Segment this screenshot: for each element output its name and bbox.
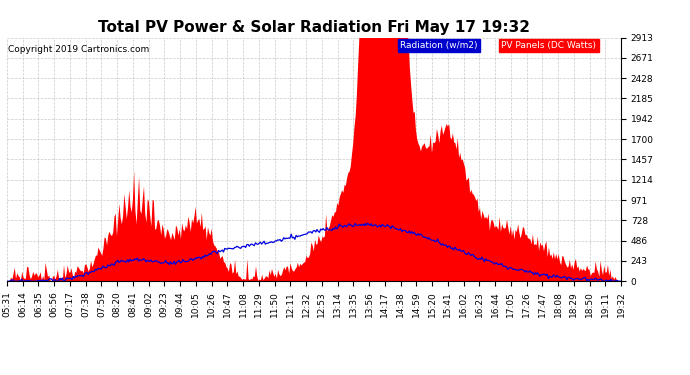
Text: Copyright 2019 Cartronics.com: Copyright 2019 Cartronics.com xyxy=(8,45,149,54)
Text: PV Panels (DC Watts): PV Panels (DC Watts) xyxy=(501,41,596,50)
Title: Total PV Power & Solar Radiation Fri May 17 19:32: Total PV Power & Solar Radiation Fri May… xyxy=(98,20,530,35)
Text: Radiation (w/m2): Radiation (w/m2) xyxy=(400,41,477,50)
